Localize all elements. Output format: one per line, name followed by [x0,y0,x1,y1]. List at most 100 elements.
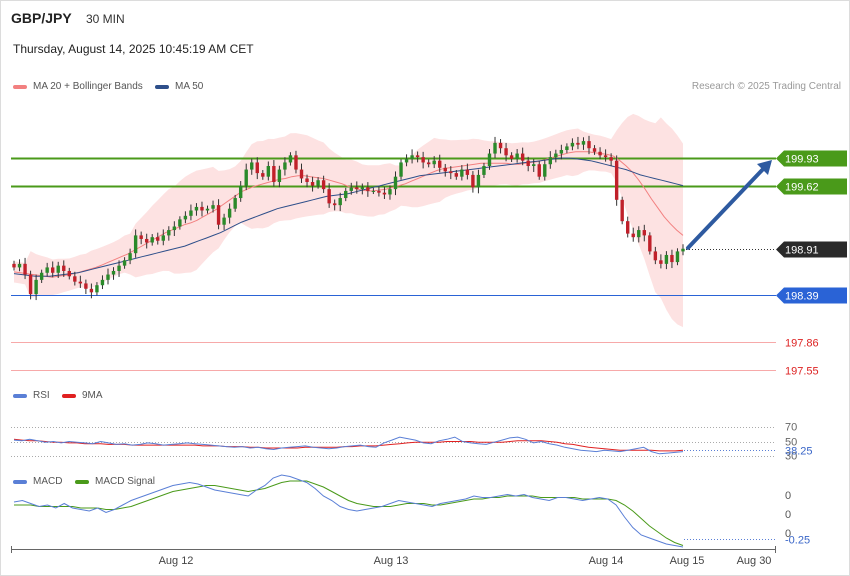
candle-body [211,205,215,209]
legend-label-ma50: MA 50 [175,81,204,92]
candle-body [438,160,442,168]
candle-body [73,276,77,282]
legend-label-rsi-ma: 9MA [82,390,103,401]
candle-body [371,190,376,192]
legend-swatch-ma50 [155,84,169,89]
legend-swatch-rsi [13,393,27,398]
candle-body [139,235,143,239]
candle-body [360,187,365,190]
macd-signal-line [14,480,684,546]
candle-body [78,281,83,284]
candle-body [603,155,608,158]
candle-body [520,153,525,161]
candle-body [178,219,182,227]
candle-body [200,206,204,211]
candle-body [482,166,486,175]
candle-body [620,199,624,222]
legend-label-ma20: MA 20 + Bollinger Bands [33,81,143,92]
candle-body [233,198,237,209]
legend-macd-signal: MACD Signal [75,476,155,487]
rsi-ma-line [13,438,684,452]
candle-body [631,233,635,238]
candle-body [150,237,154,243]
candle-body [128,253,132,261]
candle-body [122,260,127,266]
legend-label-macd-signal: MACD Signal [95,476,156,487]
candle-body [34,279,38,295]
candle-body [332,203,337,206]
candle-body [51,267,55,273]
candle-body [415,155,420,158]
candle-body [681,248,685,252]
legend-label-macd: MACD [33,476,63,487]
candle-body [576,142,580,145]
candle-body [56,265,60,273]
candle-body [548,157,553,165]
macd-tick-0: 0 [785,490,791,502]
level-label-199.62: 199.62 [785,182,819,194]
candle-body [515,153,519,159]
candle-body [614,160,619,200]
candle-body [111,270,116,275]
candle-body [587,141,591,149]
candle-body [626,221,630,234]
candle-body [565,146,569,150]
level-tag-199.62 [776,178,847,195]
bollinger-band-area [14,113,683,328]
candle-body [648,235,652,252]
legend-rsi-ma: 9MA [62,390,103,401]
legend-ma50: MA 50 [155,81,203,92]
candle-body [255,162,259,174]
forecast-arrow-head [757,160,772,175]
legend-rsi: RSI [13,390,50,401]
candle-body [189,210,193,216]
candle-body [388,189,392,195]
level-tag-199.93 [776,150,847,167]
legend-swatch-macd [13,479,27,484]
candle-body [493,142,497,154]
candle-body [349,187,353,191]
candle-body [84,283,88,289]
candle-body [12,263,16,268]
level-label-199.93: 199.93 [785,154,819,166]
macd-tick-1: 0 [785,509,791,521]
candle-body [288,155,293,163]
candle-body [410,155,414,159]
candle-body [581,141,586,145]
candle-body [592,148,597,152]
candle-body [664,254,669,264]
candle-body [17,263,22,268]
candle-body [554,153,558,158]
candle-body [366,187,370,191]
current-price-tag [776,241,847,258]
timeframe-label: 30 MIN [86,12,125,26]
candle-body [272,166,276,183]
candle-body [250,162,254,170]
legend-label-rsi: RSI [33,390,50,401]
credit-label: Research © 2025 Trading Central [691,81,841,92]
candle-body [62,265,66,271]
candle-body [117,265,121,271]
candle-body [532,164,536,167]
candle-body [133,235,138,254]
rsi-line [13,436,684,455]
candle-body [642,230,646,236]
candle-body [637,230,641,238]
candle-body [28,274,33,295]
candles [12,135,685,301]
candle-body [183,215,188,220]
candle-body [156,237,160,241]
candle-body [559,149,564,154]
level-label-197.86: 197.86 [785,338,819,350]
candle-body [393,176,398,190]
macd-line [13,474,684,548]
candle-body [310,182,315,186]
candle-body [205,208,210,211]
candle-body [487,153,492,167]
candle-body [261,173,265,177]
candle-body [227,208,232,218]
candle-body [294,155,298,170]
candle-body [526,160,530,167]
